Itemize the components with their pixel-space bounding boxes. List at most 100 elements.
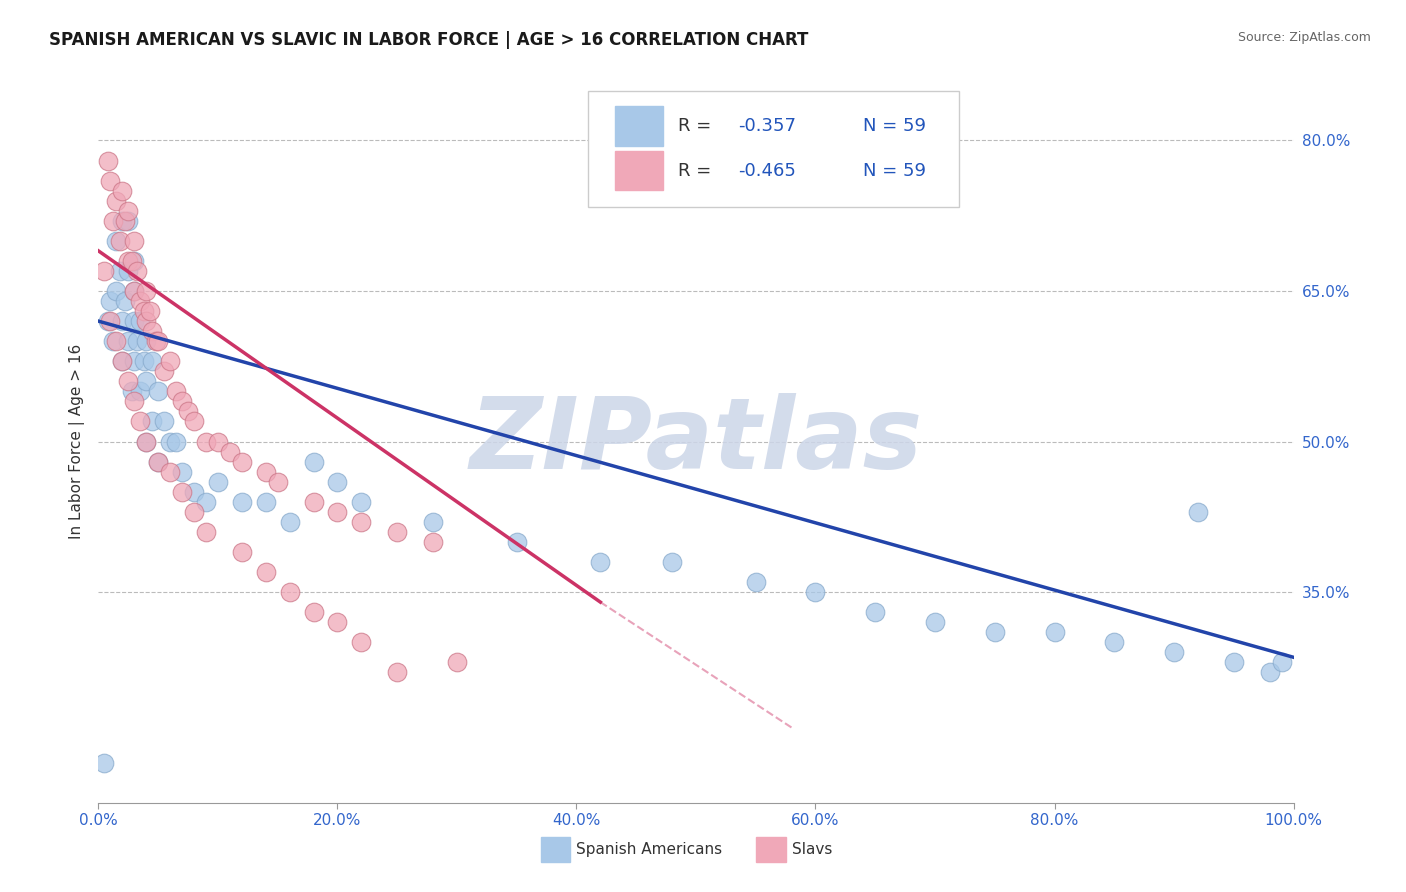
Point: [177, 404, 200, 418]
Text: -0.357: -0.357: [738, 117, 796, 135]
Point: [1163, 645, 1185, 659]
Point: [183, 505, 205, 519]
Point: [195, 494, 218, 508]
Point: [124, 284, 146, 298]
Point: [98, 173, 122, 188]
Point: [135, 434, 157, 449]
Point: [124, 253, 146, 268]
Point: [159, 354, 181, 368]
Point: [865, 605, 887, 619]
Text: SPANISH AMERICAN VS SLAVIC IN LABOR FORCE | AGE > 16 CORRELATION CHART: SPANISH AMERICAN VS SLAVIC IN LABOR FORC…: [49, 31, 808, 49]
Point: [111, 354, 134, 368]
Point: [446, 655, 468, 669]
Point: [129, 293, 152, 308]
Point: [105, 334, 128, 349]
Point: [1223, 655, 1246, 669]
Point: [124, 284, 146, 298]
Point: [661, 555, 683, 569]
Text: Spanish Americans: Spanish Americans: [576, 842, 723, 857]
Point: [207, 475, 229, 489]
Point: [148, 384, 170, 399]
Point: [326, 475, 349, 489]
Point: [124, 394, 146, 409]
Point: [98, 293, 122, 308]
Point: [135, 434, 157, 449]
Point: [302, 454, 325, 469]
Point: [97, 314, 120, 328]
Point: [117, 253, 139, 268]
Point: [254, 494, 277, 508]
Point: [117, 203, 139, 218]
Point: [278, 515, 301, 529]
Point: [1043, 625, 1066, 640]
Text: N = 59: N = 59: [863, 117, 927, 135]
Point: [111, 213, 134, 227]
Point: [108, 264, 131, 278]
Point: [132, 304, 155, 318]
Point: [117, 264, 139, 278]
Point: [101, 213, 124, 227]
Text: R =: R =: [678, 117, 717, 135]
Y-axis label: In Labor Force | Age > 16: In Labor Force | Age > 16: [69, 344, 84, 539]
Point: [148, 454, 170, 469]
Point: [302, 494, 325, 508]
Point: [117, 213, 139, 227]
Point: [141, 354, 163, 368]
Point: [129, 384, 152, 399]
Text: ZIPatlas: ZIPatlas: [470, 393, 922, 490]
Point: [924, 615, 946, 630]
Point: [93, 264, 115, 278]
Point: [135, 334, 157, 349]
Bar: [614, 106, 662, 145]
Point: [114, 293, 136, 308]
Point: [506, 534, 529, 549]
Point: [219, 444, 242, 458]
Point: [231, 494, 253, 508]
Point: [207, 434, 229, 449]
Point: [183, 414, 205, 428]
Point: [105, 284, 128, 298]
Point: [326, 505, 349, 519]
Point: [350, 494, 373, 508]
Bar: [541, 837, 571, 863]
Text: -0.465: -0.465: [738, 161, 796, 179]
Point: [159, 434, 181, 449]
Point: [422, 515, 444, 529]
Point: [148, 454, 170, 469]
Point: [183, 484, 205, 499]
Point: [117, 334, 139, 349]
Point: [267, 475, 290, 489]
FancyBboxPatch shape: [589, 91, 959, 207]
Point: [121, 384, 143, 399]
Point: [804, 585, 827, 599]
Point: [111, 314, 134, 328]
Point: [159, 465, 181, 479]
Point: [350, 515, 373, 529]
Point: [350, 635, 373, 649]
Point: [129, 414, 152, 428]
Point: [135, 374, 157, 388]
Point: [1271, 655, 1294, 669]
Point: [231, 545, 253, 559]
Point: [153, 414, 176, 428]
Point: [135, 284, 157, 298]
Text: R =: R =: [678, 161, 717, 179]
Point: [165, 384, 187, 399]
Point: [139, 304, 162, 318]
Point: [231, 454, 253, 469]
Point: [129, 314, 152, 328]
Point: [101, 334, 124, 349]
Point: [141, 324, 163, 338]
Point: [105, 194, 128, 208]
Point: [93, 756, 115, 770]
Point: [1187, 505, 1209, 519]
Point: [1104, 635, 1126, 649]
Point: [589, 555, 612, 569]
Point: [254, 565, 277, 579]
Point: [117, 374, 139, 388]
Point: [125, 334, 148, 349]
Point: [98, 314, 122, 328]
Point: [105, 234, 128, 248]
Point: [125, 264, 148, 278]
Point: [108, 234, 131, 248]
